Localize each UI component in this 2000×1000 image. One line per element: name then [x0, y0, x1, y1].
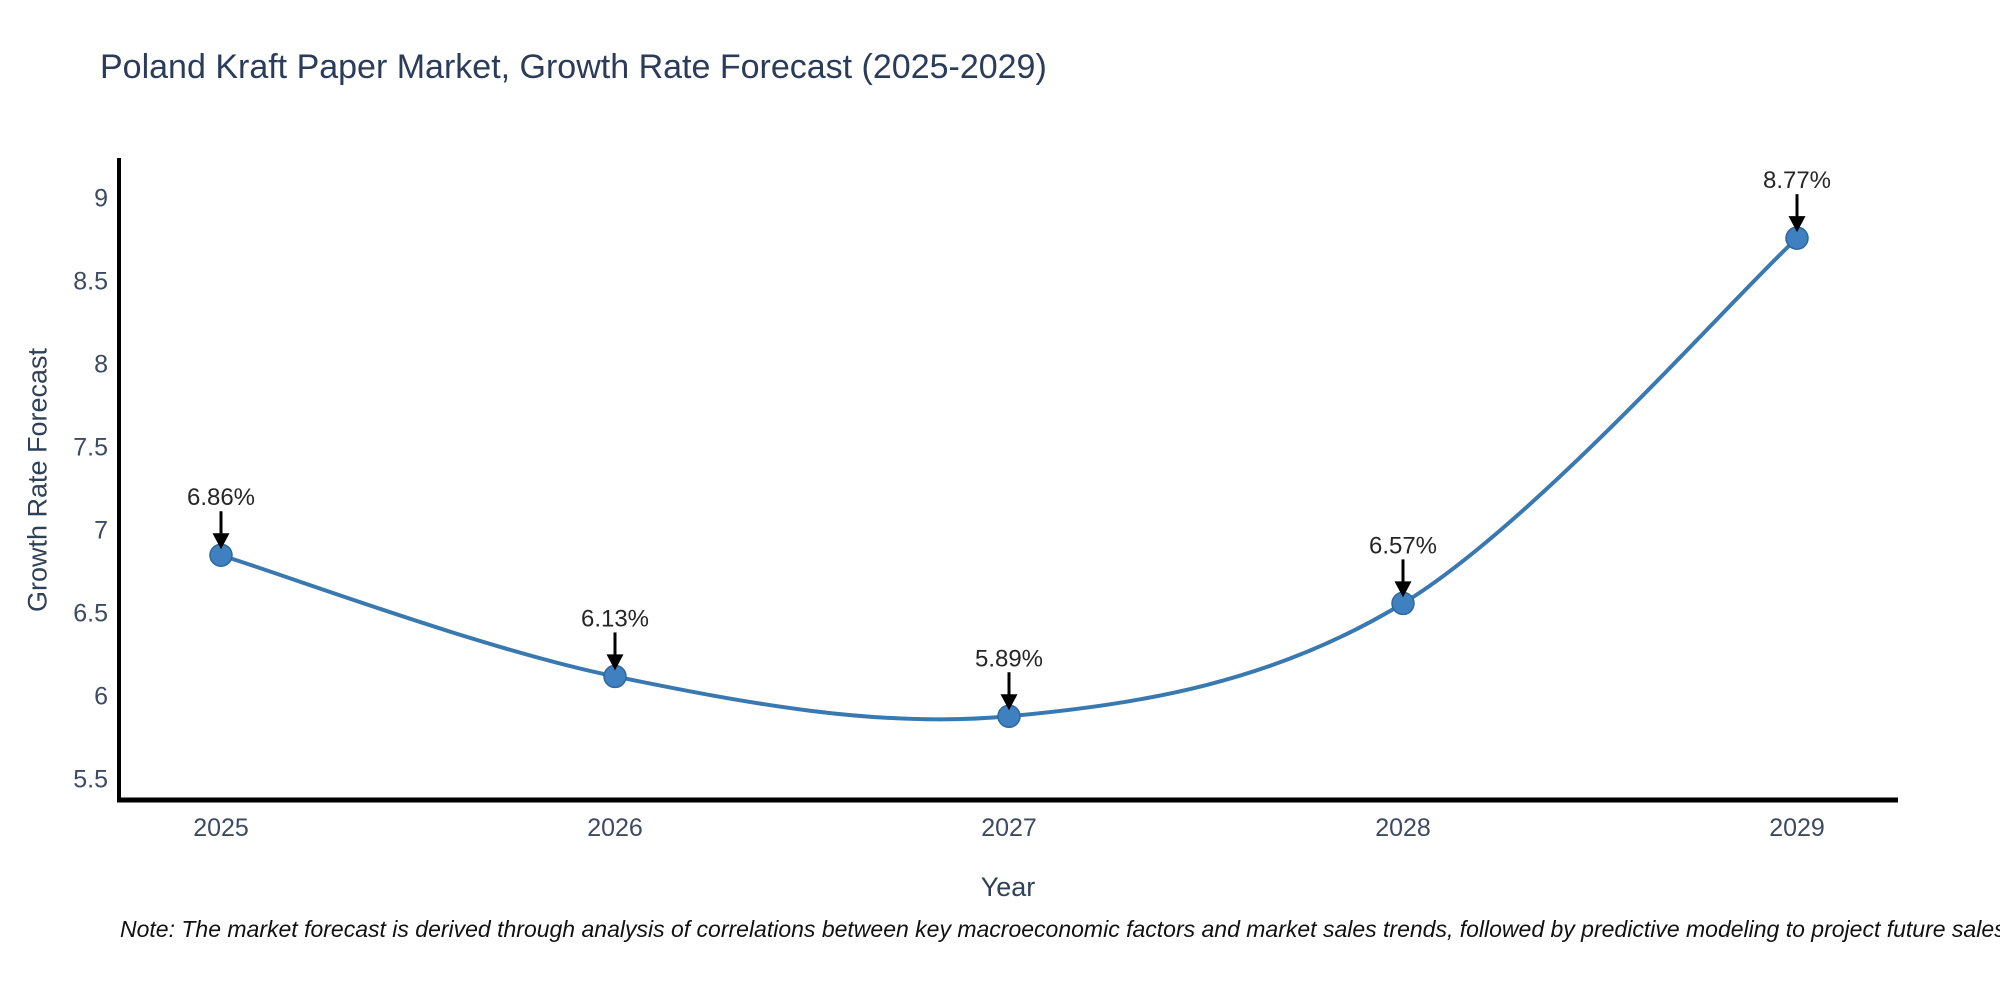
- point-annotation: 6.57%: [1369, 532, 1437, 598]
- point-annotation-label: 6.13%: [581, 605, 649, 632]
- y-tick-label: 6: [94, 683, 108, 711]
- point-annotation-label: 8.77%: [1763, 167, 1831, 194]
- annotation-arrowhead: [1394, 581, 1412, 598]
- y-tick-label: 7.5: [73, 434, 108, 462]
- annotation-arrowhead: [1788, 216, 1806, 233]
- chart-title: Poland Kraft Paper Market, Growth Rate F…: [100, 48, 1047, 86]
- point-annotation: 6.13%: [581, 605, 649, 671]
- y-tick-label: 9: [94, 185, 108, 213]
- y-tick-label: 7: [94, 517, 108, 545]
- series-layer: [209, 226, 1809, 729]
- x-axis-title: Year: [980, 872, 1036, 902]
- point-annotation: 5.89%: [975, 645, 1043, 711]
- point-annotation: 8.77%: [1763, 167, 1831, 233]
- annotation-arrowhead: [1000, 694, 1018, 711]
- point-annotation-label: 6.57%: [1369, 532, 1437, 559]
- point-annotation-label: 6.86%: [187, 484, 255, 511]
- annotation-arrowhead: [212, 533, 230, 550]
- y-tick-label: 8.5: [73, 268, 108, 296]
- x-tick-label: 2029: [1769, 814, 1825, 842]
- point-annotation: 6.86%: [187, 484, 255, 550]
- point-annotation-label: 5.89%: [975, 645, 1043, 672]
- annotations-layer: 6.86% 6.13% 5.89% 6.57% 8.77%: [187, 167, 1831, 711]
- annotation-arrowhead: [606, 654, 624, 671]
- x-tick-label: 2028: [1375, 814, 1431, 842]
- y-tick-label: 5.5: [73, 766, 108, 794]
- x-tick-label: 2026: [587, 814, 643, 842]
- x-tick-label: 2025: [193, 814, 249, 842]
- y-tick-label: 6.5: [73, 600, 108, 628]
- y-tick-label: 8: [94, 351, 108, 379]
- axes: [117, 158, 1898, 803]
- tick-labels: 5.5 6 6.5 7 7.5 8 8.5 9 2025 2026 2027 2028 2029: [73, 185, 1825, 842]
- x-tick-label: 2027: [981, 814, 1037, 842]
- series-line: [219, 236, 1799, 722]
- chart-footnote: Note: The market forecast is derived thr…: [120, 916, 2000, 942]
